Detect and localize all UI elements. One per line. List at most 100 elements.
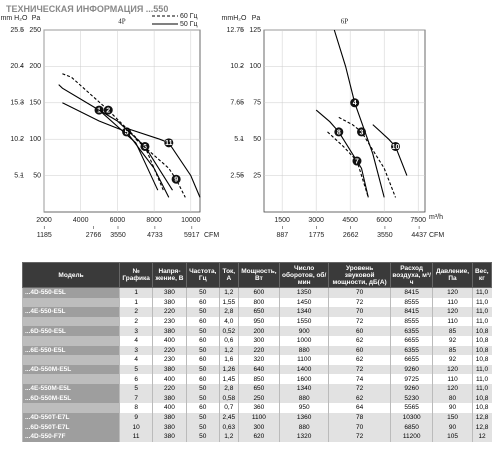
- table-cell: 8555: [389, 316, 433, 327]
- x2-tick-label: 4733: [147, 232, 163, 239]
- table-cell: 92: [432, 355, 473, 365]
- fan-curve: [327, 131, 369, 198]
- table-cell: 0,63: [218, 422, 239, 432]
- table-cell: 1,2: [218, 287, 239, 298]
- curve-marker: [350, 98, 360, 108]
- x2-tick-label: 5917: [184, 232, 200, 239]
- table-cell: 1450: [278, 297, 329, 308]
- table-cell: 8555: [389, 297, 433, 308]
- table-cell: 300: [237, 422, 280, 432]
- table-cell: 5565: [389, 403, 433, 413]
- model-cell: ...6E-550-E5L: [22, 345, 120, 356]
- table-cell: 10,8: [471, 335, 492, 346]
- table-cell: 11,0: [471, 297, 492, 308]
- table-row: 8 400 60 0,7 360 950 64 5565 90 10,8: [22, 403, 492, 413]
- table-cell: 50: [185, 431, 220, 442]
- table-cell: 9: [118, 412, 153, 423]
- y-tick-label: 125: [249, 27, 261, 34]
- table-cell: 220: [152, 345, 187, 356]
- table-cell: 1360: [278, 412, 329, 423]
- table-cell: 60: [185, 403, 220, 413]
- table-cell: 72: [328, 316, 391, 327]
- x2-tick-label: 1185: [37, 232, 52, 239]
- table-cell: 4,0: [218, 316, 239, 327]
- column-header: Давление, Па: [432, 262, 473, 288]
- table-cell: 380: [152, 297, 187, 308]
- table-cell: 60: [185, 335, 220, 346]
- table-row: 6 400 60 1,45 850 1600 74 9725 110 11,0: [22, 374, 492, 384]
- table-cell: 11,0: [471, 307, 492, 317]
- table-cell: 9725: [389, 374, 433, 384]
- table-cell: 0,6: [218, 335, 239, 346]
- x2-tick-label: 2662: [343, 232, 359, 239]
- table-cell: 11: [118, 431, 153, 442]
- table-cell: 62: [328, 393, 391, 404]
- model-cell: ...4D-550M-E5L: [22, 364, 120, 375]
- y2-tick-label: 12.75: [226, 27, 244, 34]
- table-cell: 78: [328, 412, 391, 423]
- column-header: Модель: [22, 262, 120, 288]
- y-axis-label: Pa: [252, 15, 261, 22]
- table-cell: 1320: [278, 431, 329, 442]
- table-cell: 70: [328, 307, 391, 317]
- table-cell: 1,2: [218, 345, 239, 356]
- table-cell: 90: [432, 403, 473, 413]
- table-cell: 120: [432, 383, 473, 394]
- table-cell: 950: [278, 403, 329, 413]
- table-cell: 1,45: [218, 374, 239, 384]
- y-tick-label: 250: [29, 27, 41, 34]
- table-cell: 0,52: [218, 326, 239, 336]
- x-tick-label: 8000: [146, 217, 162, 224]
- curve-marker: [164, 138, 174, 148]
- table-cell: 11,0: [471, 364, 492, 375]
- x-axis-label: m³/h: [429, 214, 443, 221]
- x2-tick-label: 3550: [110, 232, 126, 239]
- curve-marker: [352, 156, 362, 166]
- table-cell: 2,45: [218, 412, 239, 423]
- table-cell: 10,8: [471, 345, 492, 356]
- table-cell: 400: [152, 374, 187, 384]
- x2-axis-label: CFM: [429, 232, 444, 239]
- table-cell: 880: [278, 345, 329, 356]
- x-tick-label: 2000: [36, 217, 52, 224]
- table-cell: 9260: [389, 383, 433, 394]
- table-cell: 50: [185, 287, 220, 298]
- model-cell: ...4D-550-E5L: [22, 287, 120, 298]
- fan-curve: [58, 84, 159, 191]
- table-cell: 10,8: [471, 326, 492, 336]
- table-cell: 11,0: [471, 383, 492, 394]
- table-cell: 10300: [389, 412, 433, 423]
- table-cell: 400: [152, 335, 187, 346]
- y-tick-label: 25: [253, 172, 261, 179]
- table-cell: 62: [328, 335, 391, 346]
- table-cell: 6850: [389, 422, 433, 432]
- curve-marker: [171, 174, 181, 184]
- table-cell: 850: [237, 374, 280, 384]
- table-cell: 400: [152, 403, 187, 413]
- table-cell: 1,26: [218, 364, 239, 375]
- table-cell: 10,8: [471, 393, 492, 404]
- y-tick-label: 200: [29, 63, 41, 70]
- y-tick-label: 150: [29, 100, 41, 107]
- table-cell: 1,2: [218, 431, 239, 442]
- table-cell: 50: [185, 412, 220, 423]
- x2-tick-label: 2766: [86, 232, 102, 239]
- table-cell: 110: [432, 297, 473, 308]
- table-cell: 11,0: [471, 316, 492, 327]
- table-cell: 120: [432, 307, 473, 317]
- column-header: Вес, кг: [471, 262, 493, 288]
- table-row: ...4E-550M-E5L 5 220 50 2,8 650 1340 72 9260 120 1…: [22, 383, 492, 394]
- curve-marker: [103, 105, 113, 115]
- plot-frame: [43, 29, 201, 213]
- table-cell: 85: [432, 345, 473, 356]
- table-row: ...6E-550-E5L 3 220 50 1,2 220 880 60 6355 85 10,8: [22, 345, 492, 356]
- curve-marker: [334, 127, 344, 137]
- table-cell: 72: [328, 431, 391, 442]
- table-cell: 12: [471, 431, 492, 442]
- curve-marker: [391, 141, 401, 151]
- table-cell: 60: [185, 355, 220, 365]
- table-cell: 10,8: [471, 355, 492, 365]
- table-cell: 650: [237, 383, 280, 394]
- y2-tick-label: 25.5: [10, 27, 24, 34]
